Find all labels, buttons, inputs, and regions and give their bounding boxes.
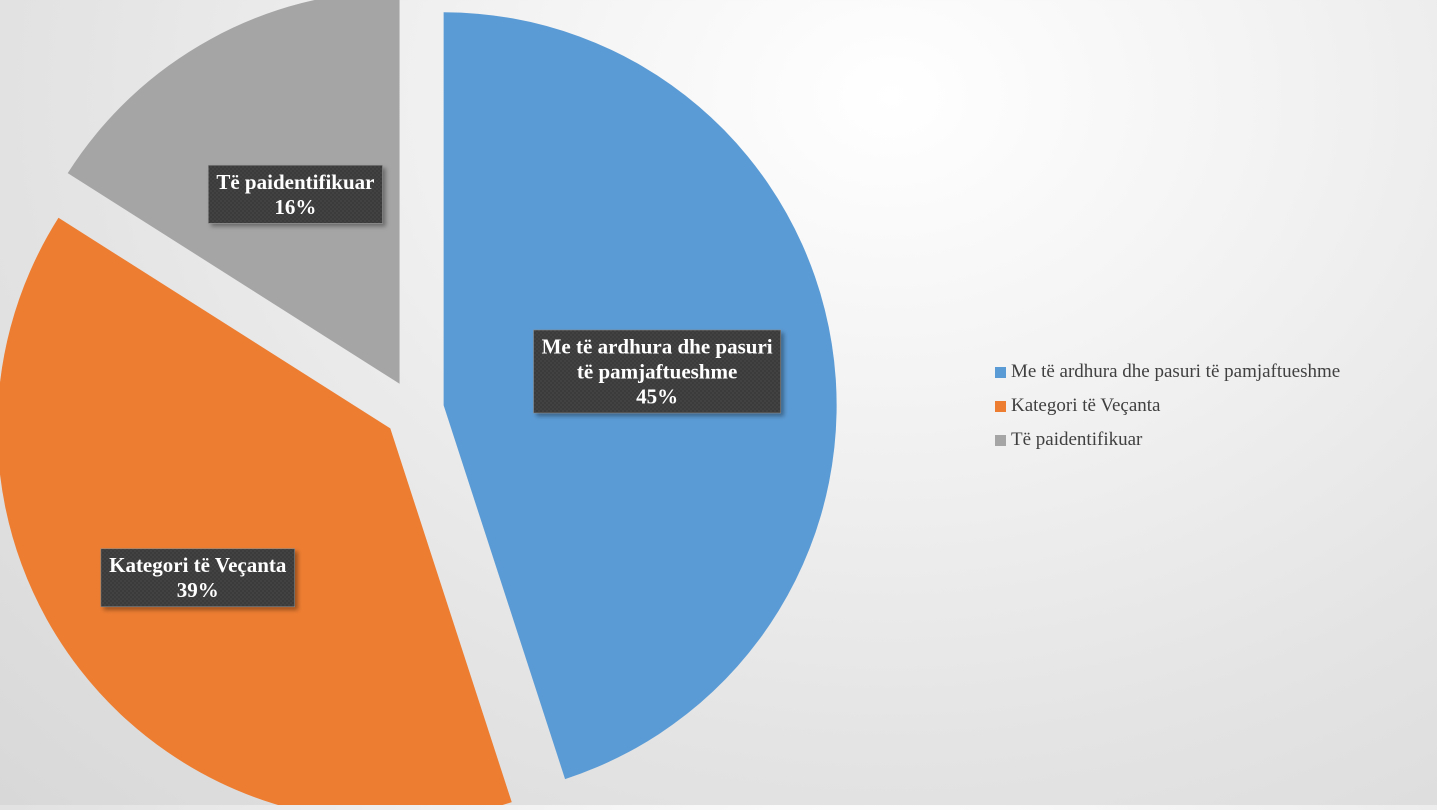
slice-special-categories[interactable] [0, 217, 512, 810]
legend-item[interactable]: Të paidentifikuar [995, 423, 1435, 457]
data-label-box [533, 329, 782, 414]
data-label-category: Me të ardhura dhe pasuri [542, 334, 773, 358]
data-label-value: 16% [274, 195, 316, 219]
legend: Me të ardhura dhe pasuri të pamjaftueshm… [995, 355, 1435, 457]
data-label-box [208, 164, 383, 224]
data-label-category: të pamjaftueshme [577, 359, 737, 383]
legend-swatch [995, 400, 1006, 412]
legend-swatch [995, 434, 1006, 446]
legend-item[interactable]: Me të ardhura dhe pasuri të pamjaftueshm… [995, 355, 1435, 389]
data-label-value: 39% [177, 578, 219, 602]
data-label-category: Kategori të Veçanta [109, 553, 287, 577]
legend-label: Kategori të Veçanta [1011, 395, 1161, 416]
data-label-value: 45% [636, 384, 678, 408]
data-label-box [100, 548, 295, 608]
legend-item[interactable]: Kategori të Veçanta [995, 389, 1435, 423]
legend-label: Të paidentifikuar [1011, 429, 1143, 450]
data-label-category: Të paidentifikuar [216, 170, 374, 194]
legend-swatch [995, 366, 1006, 378]
legend-label: Me të ardhura dhe pasuri të pamjaftueshm… [1011, 361, 1341, 382]
